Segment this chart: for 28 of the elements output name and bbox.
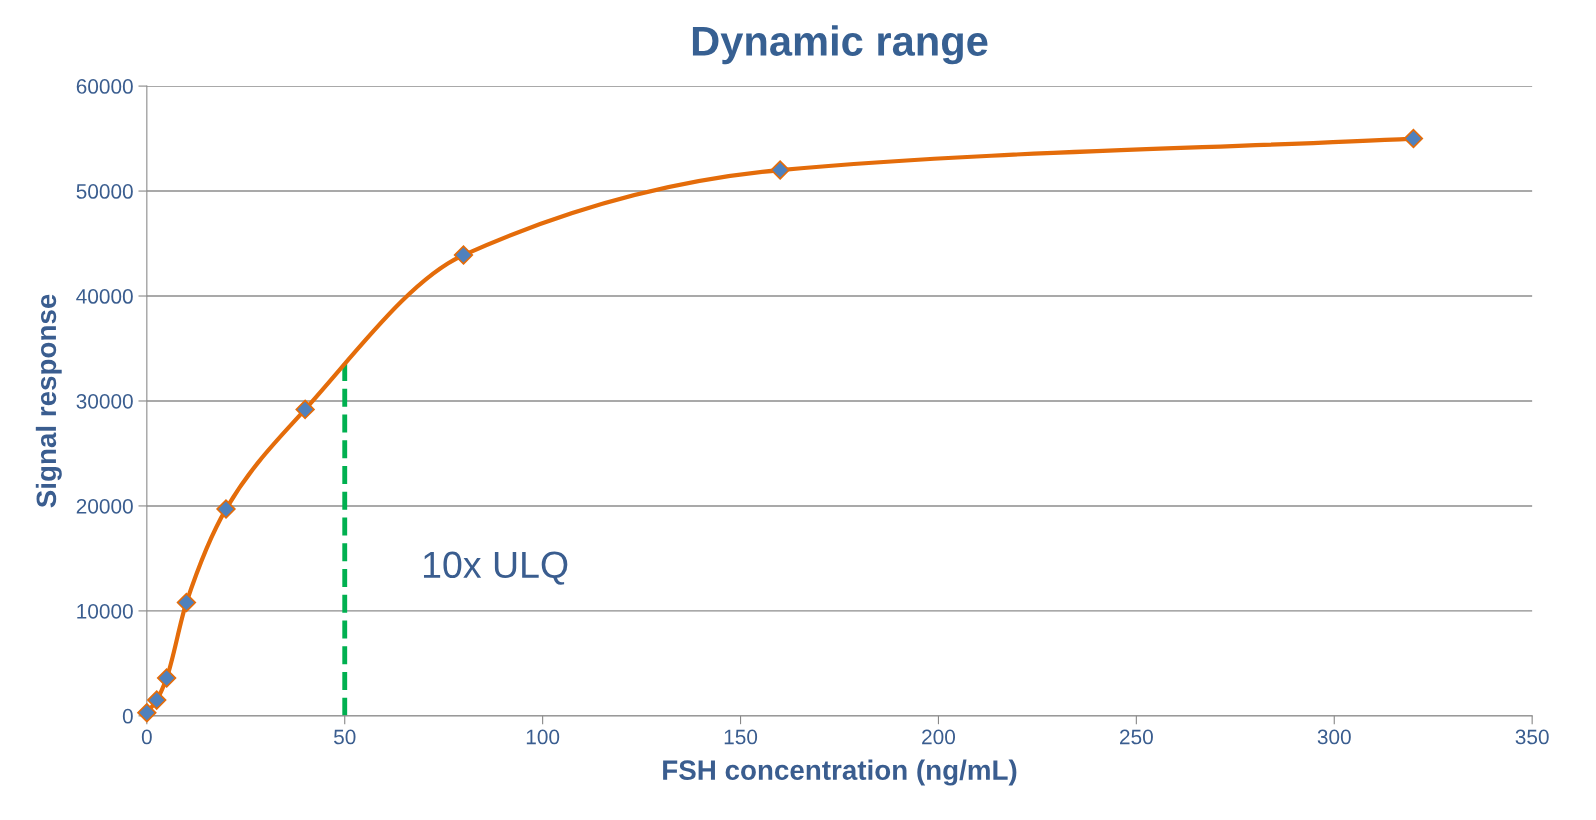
- point: [176, 592, 197, 613]
- chart-title: Dynamic range: [692, 25, 988, 65]
- point: [216, 499, 236, 519]
- x-tick-label: 300: [1317, 729, 1351, 745]
- point: [770, 160, 790, 180]
- ref-line-label: 10x ULQ: [423, 551, 568, 585]
- point: [453, 245, 474, 265]
- point: [1403, 128, 1424, 149]
- y-tick-label: 10000: [77, 603, 133, 619]
- x-tick-label: 150: [724, 729, 758, 745]
- point: [137, 703, 157, 723]
- point: [156, 668, 177, 688]
- x-tick-label: 250: [1120, 729, 1153, 745]
- point: [295, 399, 315, 420]
- x-tick-label: 100: [526, 729, 560, 745]
- point: [147, 690, 167, 710]
- y-tick-label: 50000: [76, 184, 133, 199]
- x-tick-label: 0: [141, 729, 152, 745]
- y-tick-label: 40000: [76, 289, 133, 304]
- y-tick-label: 30000: [76, 393, 133, 409]
- x-tick-label: 350: [1515, 729, 1549, 745]
- x-axis-title: FSH concentration (ng/mL): [663, 759, 1017, 786]
- x-tick-label: 200: [922, 729, 956, 745]
- y-tick-label: 20000: [76, 498, 133, 514]
- x-tick-label: 50: [333, 729, 356, 745]
- y-tick-label: 60000: [76, 79, 133, 94]
- y-axis-title: Signal response: [35, 294, 62, 508]
- y-tick-label: 0: [122, 708, 133, 724]
